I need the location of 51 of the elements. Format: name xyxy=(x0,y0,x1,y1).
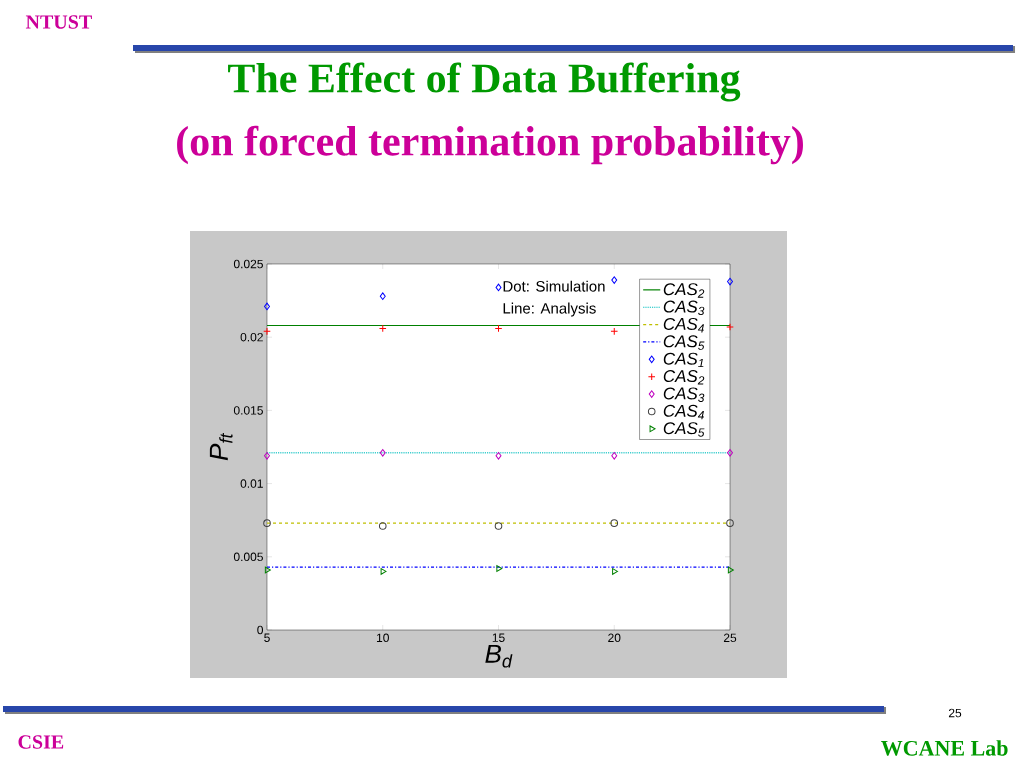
text: WCANE Lab xyxy=(881,740,1008,756)
annotation: Dot: Simulation xyxy=(503,280,605,292)
x-axis-title: B$_{d}$ xyxy=(485,644,513,668)
point xyxy=(611,451,618,460)
text: CSIE xyxy=(18,735,64,749)
point xyxy=(726,519,734,527)
point xyxy=(263,327,271,336)
legend-label: CAS$_{5}$ xyxy=(663,422,705,437)
point xyxy=(726,323,734,331)
x-tick-label: 15 xyxy=(492,633,505,642)
text: 25 xyxy=(948,708,962,718)
point xyxy=(379,292,386,301)
y-tick-label: 0.02 xyxy=(240,332,263,342)
legend-label: CAS$_{3}$ xyxy=(663,300,705,316)
legend-label: CAS$_{4}$ xyxy=(663,404,704,420)
y-tick-label: 0.005 xyxy=(233,552,263,562)
legend-label: CAS$_{4}$ xyxy=(663,317,704,333)
x-tick-label: 25 xyxy=(723,633,737,643)
legend-label: CAS$_{1}$ xyxy=(663,352,704,368)
text: NTUST xyxy=(25,15,92,29)
point xyxy=(611,276,618,284)
y-tick-label: 0.025 xyxy=(233,259,263,269)
legend-label: CAS$_{2}$ xyxy=(663,283,705,298)
point xyxy=(378,522,387,530)
point xyxy=(727,449,733,457)
point xyxy=(264,566,271,574)
chart-subtitle: (on forced termination probability) xyxy=(177,125,803,165)
point xyxy=(495,283,502,292)
legend-label: CAS$_{3}$ xyxy=(663,387,705,402)
legend-label: CAS$_{5}$ xyxy=(663,335,705,350)
point xyxy=(612,568,619,575)
y-axis-title: P$_{ft}$ xyxy=(209,432,233,461)
annotation: Line: Analysis xyxy=(503,302,596,317)
point xyxy=(610,327,619,336)
y-tick-label: 0 xyxy=(257,625,264,635)
point xyxy=(263,519,271,527)
point xyxy=(494,522,503,530)
y-tick-label: 0.015 xyxy=(233,406,263,415)
point xyxy=(727,566,734,574)
y-tick-label: 0.01 xyxy=(240,479,263,488)
legend-label: CAS$_{2}$ xyxy=(663,370,705,385)
x-tick-label: 5 xyxy=(264,633,270,642)
point xyxy=(380,568,387,575)
point xyxy=(496,565,503,572)
x-tick-label: 20 xyxy=(608,633,621,643)
point xyxy=(495,451,502,460)
point xyxy=(379,449,386,457)
point xyxy=(610,519,619,527)
point xyxy=(378,324,387,333)
chart-title: The Effect of Data Buffering xyxy=(228,62,741,102)
x-tick-label: 10 xyxy=(376,633,389,643)
